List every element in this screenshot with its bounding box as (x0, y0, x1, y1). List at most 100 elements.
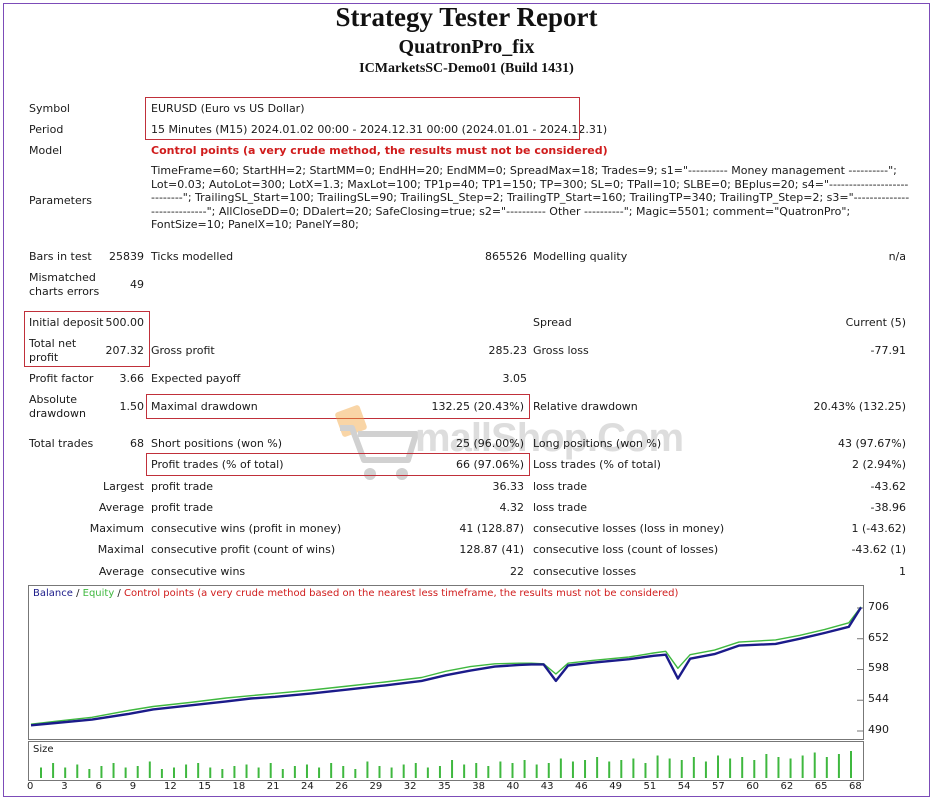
legend-balance: Balance (33, 588, 73, 599)
grossprofit-value: 285.23 (488, 344, 528, 357)
pf-label: Profit factor (29, 372, 94, 385)
ticks-label: Ticks modelled (151, 250, 234, 263)
report-title: Strategy Tester Report (335, 2, 598, 32)
avg-cl-value: 1 (899, 565, 906, 578)
y-tick-label: 706 (868, 599, 889, 613)
absdd-label-2: drawdown (29, 407, 86, 420)
x-tick-label: 35 (438, 781, 451, 792)
average-label: Average (98, 501, 144, 514)
avg-cl-label: consecutive losses (533, 565, 637, 578)
equity-line (30, 606, 862, 725)
average-lt-label: loss trade (533, 501, 588, 514)
x-tick-label: 57 (712, 781, 725, 792)
long-value: 43 (97.67%) (837, 437, 906, 450)
netprofit-label-2: profit (29, 351, 59, 364)
legend-equity: Equity (82, 588, 115, 599)
y-tick-label: 652 (868, 630, 889, 644)
watermark: mallShop.Com (330, 398, 690, 488)
x-tick-label: 38 (472, 781, 485, 792)
average-lt-value: -38.96 (870, 501, 906, 514)
ptrades-highlight (146, 453, 530, 476)
model-label: Model (29, 144, 63, 157)
ltrades-value: 2 (2.94%) (851, 458, 906, 471)
mxl-cp-label: consecutive profit (count of wins) (151, 543, 336, 556)
x-tick-label: 26 (335, 781, 348, 792)
model-value: Control points (a very crude method, the… (151, 144, 608, 157)
reldd-label: Relative drawdown (533, 400, 638, 413)
deposit-highlight (24, 311, 150, 367)
reldd-value: 20.43% (132.25) (813, 400, 906, 413)
x-tick-label: 24 (301, 781, 314, 792)
pf-value: 3.66 (119, 372, 145, 385)
legend-sep-1: / (72, 588, 83, 599)
balance-chart (28, 585, 864, 740)
parameters-value: TimeFrame=60; StartHH=2; StartMM=0; EndH… (151, 164, 910, 232)
max-cw-value: 41 (128.87) (459, 522, 524, 535)
avg-cw-value: 22 (510, 565, 524, 578)
y-tick-label: 598 (868, 661, 889, 675)
legend-note: Control points (a very crude method base… (123, 588, 679, 599)
bars-label: Bars in test (29, 250, 92, 263)
ptrades-value: 66 (97.06%) (455, 458, 524, 471)
average-pt-value: 4.32 (499, 501, 525, 514)
y-tick-label: 490 (868, 723, 889, 736)
short-label: Short positions (won %) (151, 437, 283, 450)
x-tick-label: 32 (403, 781, 417, 792)
trades-label: Total trades (29, 437, 94, 450)
x-tick-label: 65 (814, 781, 828, 792)
symbol-value: EURUSD (Euro vs US Dollar) (151, 102, 305, 115)
parameters-label: Parameters (29, 194, 92, 207)
x-tick-label: 6 (95, 781, 102, 792)
balance-chart-svg (30, 606, 863, 732)
max-cl-label: consecutive losses (loss in money) (533, 522, 725, 535)
payoff-label: Expected payoff (151, 372, 241, 385)
maxdd-value: 132.25 (20.43%) (431, 400, 524, 413)
maxdd-highlight (146, 394, 530, 419)
x-tick-label: 40 (506, 781, 520, 792)
spread-label: Spread (533, 316, 572, 329)
legend-sep-2: / (114, 588, 124, 599)
spread-value: Current (5) (845, 316, 906, 329)
x-tick-label: 29 (369, 781, 383, 792)
symbol-label: Symbol (29, 102, 70, 115)
maximal-label: Maximal (97, 543, 144, 556)
x-tick-label: 43 (540, 781, 554, 792)
ptrades-label: Profit trades (% of total) (151, 458, 284, 471)
x-tick-label: 68 (849, 781, 862, 792)
server-name: ICMarketsSC-Demo01 (Build 1431) (359, 61, 574, 76)
report-frame (3, 3, 930, 797)
x-tick-label: 49 (609, 781, 622, 792)
long-label: Long positions (won %) (533, 437, 662, 450)
deposit-value: 500.00 (105, 316, 145, 329)
mismatch-value: 49 (130, 278, 144, 291)
x-tick-label: 51 (643, 781, 657, 792)
grossloss-value: -77.91 (870, 344, 906, 357)
x-tick-label: 3 (61, 781, 68, 792)
max-cw-label: consecutive wins (profit in money) (151, 522, 342, 535)
period-label: Period (29, 123, 64, 136)
size-chart-svg (40, 751, 852, 778)
y-tick-label: 544 (868, 692, 889, 706)
ltrades-label: Loss trades (% of total) (533, 458, 661, 471)
x-tick-label: 21 (266, 781, 280, 792)
mxl-cp-value: 128.87 (41) (459, 543, 524, 556)
max-cl-value: 1 (-43.62) (851, 522, 906, 535)
x-tick-label: 18 (232, 781, 246, 792)
quality-value: n/a (888, 250, 906, 263)
netprofit-value: 207.32 (105, 344, 145, 357)
balance-line (30, 606, 863, 727)
absdd-label-1: Absolute (29, 393, 78, 406)
x-tick-label: 60 (746, 781, 759, 792)
expert-name: QuatronPro_fix (398, 36, 535, 58)
quality-label: Modelling quality (533, 250, 628, 263)
deposit-label: Initial deposit (29, 316, 104, 329)
mismatch-label-1: Mismatched (29, 271, 96, 284)
short-value: 25 (96.00%) (455, 437, 524, 450)
mxl-cl-value: -43.62 (1) (851, 543, 906, 556)
chart-legend: Balance / Equity / Control points (a ver… (33, 588, 678, 599)
x-tick-label: 12 (164, 781, 177, 792)
x-tick-label: 62 (780, 781, 794, 792)
avg2-label: Average (98, 565, 144, 578)
size-label: Size (33, 744, 54, 755)
avg-cw-label: consecutive wins (151, 565, 246, 578)
